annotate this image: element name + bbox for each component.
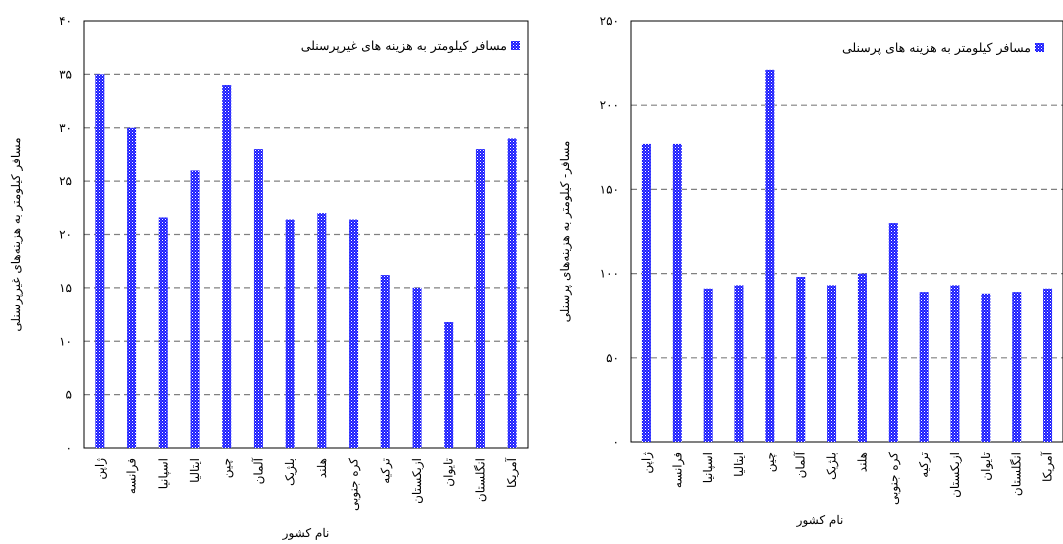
bar [796, 276, 806, 442]
bar [380, 275, 390, 448]
x-tick-label: ایتالیا [732, 452, 746, 477]
y-tick-label: ۴۰ [59, 14, 72, 28]
legend-label: مسافر کیلومتر به هزینه های غیرپرسنلی [301, 38, 507, 54]
y-tick-label: ۰ [66, 441, 72, 455]
plot-area-border [83, 20, 529, 449]
x-axis-title: نام کشور [282, 526, 330, 540]
y-tick-label: ۲۵۰ [600, 14, 619, 28]
bar [507, 138, 517, 449]
y-tick-label: ۲۰ [59, 228, 72, 242]
x-tick-label: هلند [315, 458, 329, 478]
y-tick-label: ۲۵ [59, 174, 72, 188]
y-tick-label: ۱۵ [59, 281, 72, 295]
x-tick-label: چین [220, 458, 234, 478]
gridlines [631, 104, 1063, 359]
x-axis-title: نام کشور [796, 513, 844, 527]
x-tick-label: بلژیک [825, 452, 839, 480]
x-tick-label: هلند [855, 452, 869, 472]
bar [827, 285, 837, 442]
y-tick-label: ۱۰۰ [600, 267, 619, 281]
y-tick-label: ۵ [66, 388, 72, 402]
y-tick-label: ۰ [613, 435, 619, 449]
bar [317, 213, 327, 448]
x-tick-label: کره جنوبی [886, 452, 900, 505]
bar [444, 322, 454, 448]
x-tick-label: آلمان [250, 457, 265, 484]
bar [765, 69, 775, 442]
gridlines [84, 73, 528, 396]
plot-area-border [630, 20, 1063, 443]
x-tick-label: ژاپن [93, 458, 107, 480]
bar [641, 143, 651, 442]
x-tick-label: انگلستان [473, 458, 487, 502]
y-axis-title: مسافر کیلومتر به هزینه‌های غیرپرسنلی [9, 137, 23, 331]
bar [222, 85, 232, 449]
chart-nonpersonnel-costs: ۰ ۵ ۱۰ ۱۵ ۲۰ ۲۵ ۳۰ ۳۵ ۴۰ ژاپن فرانسه اسپانیا ایتالی… [9, 14, 529, 540]
bar [1043, 288, 1053, 442]
y-tick-labels: ۰ ۵۰ ۱۰۰ ۱۵۰ ۲۰۰ ۲۵۰ [600, 14, 619, 449]
x-tick-label: چین [763, 452, 777, 472]
bars [641, 69, 1053, 442]
legend-swatch [1035, 43, 1044, 52]
bar [734, 285, 744, 442]
bar [190, 170, 200, 448]
bars [95, 74, 517, 449]
bar [703, 288, 713, 442]
bar [158, 217, 168, 448]
x-tick-label: ترکیه [917, 452, 931, 478]
chart-personnel-costs: ۰ ۵۰ ۱۰۰ ۱۵۰ ۲۰۰ ۲۵۰ ژاپن فرانسه اسپانیا ایتالیا… [558, 14, 1063, 527]
bar [475, 149, 485, 448]
x-tick-label: آمریکا [504, 457, 519, 488]
x-tick-label: فرانسه [125, 458, 139, 494]
x-tick-label: ازبکستان [948, 452, 962, 498]
y-tick-label: ۳۰ [59, 121, 72, 135]
x-tick-label: ازبکستان [410, 458, 424, 504]
bar [950, 285, 960, 442]
y-tick-label: ۱۰ [59, 334, 72, 348]
x-tick-label: آمریکا [1040, 451, 1055, 482]
x-tick-label: فرانسه [670, 452, 684, 488]
bar [95, 74, 105, 448]
bar [412, 287, 422, 448]
y-tick-label: ۵۰ [606, 351, 619, 365]
x-tick-label: تایوان [442, 458, 456, 487]
x-tick-label: بلژیک [283, 458, 297, 486]
legend-swatch [511, 41, 520, 50]
bar [919, 292, 929, 442]
y-tick-label: ۱۵۰ [600, 182, 619, 196]
x-tick-labels: ژاپن فرانسه اسپانیا ایتالیا چین آلمان بلژیک هلن… [639, 451, 1054, 505]
bar [888, 223, 898, 442]
x-tick-label: اسپانیا [701, 452, 715, 483]
x-tick-label: انگلستان [1010, 452, 1024, 496]
y-tick-labels: ۰ ۵ ۱۰ ۱۵ ۲۰ ۲۵ ۳۰ ۳۵ ۴۰ [59, 14, 72, 455]
x-tick-label: ترکیه [378, 458, 392, 484]
x-tick-label: ژاپن [639, 452, 653, 474]
bar [127, 127, 137, 448]
y-tick-label: ۲۰۰ [600, 98, 619, 112]
legend: مسافر کیلومتر به هزینه های پرسنلی [842, 40, 1044, 56]
bar [1012, 292, 1022, 442]
x-tick-label: تایوان [979, 452, 993, 481]
legend-label: مسافر کیلومتر به هزینه های پرسنلی [842, 40, 1031, 56]
x-tick-labels: ژاپن فرانسه اسپانیا ایتالیا چین آلمان بلژیک هلن… [93, 457, 519, 511]
bar [981, 293, 991, 442]
x-tick-label: کره جنوبی [347, 458, 361, 511]
bar [253, 149, 263, 448]
y-axis-title: مسافر- کیلومتر به هزینه‌های پرسنلی [558, 141, 572, 323]
bar [349, 219, 359, 448]
bar [857, 273, 867, 442]
bar [285, 219, 295, 448]
x-tick-label: اسپانیا [156, 458, 170, 489]
y-tick-label: ۳۵ [59, 67, 72, 81]
x-tick-label: ایتالیا [188, 458, 202, 483]
legend: مسافر کیلومتر به هزینه های غیرپرسنلی [301, 38, 520, 54]
x-tick-label: آلمان [793, 451, 808, 478]
bar [672, 143, 682, 442]
